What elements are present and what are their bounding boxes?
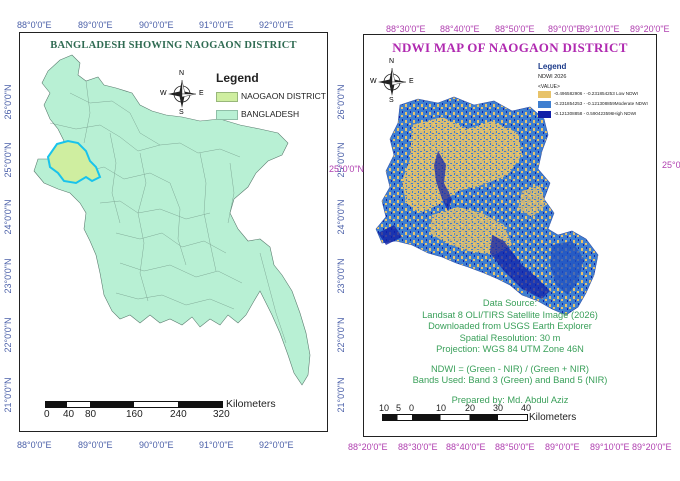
left-scale-label: 40 [63,409,75,420]
left-lon-tick-bottom: 92°0'0"E [259,440,294,450]
bangladesh-land [33,54,311,386]
left-lon-tick-top: 91°0'0"E [199,20,234,30]
left-map-title: BANGLADESH SHOWING NAOGAON DISTRICT [50,40,297,51]
right-lon-tick-bottom: 88°50'0"E [495,442,535,452]
left-lat-tick: 25°0'0"N [3,142,13,178]
right-lon-tick-top: 89°20'0"E [630,24,670,34]
right-lon-tick-top: 88°40'0"E [440,24,480,34]
north-label: N [389,58,395,65]
left-lat-tick-right: 21°0'0"N [336,377,346,413]
left-lon-tick-bottom: 90°0'0"E [139,440,174,450]
map-info-text: Data Source: Landsat 8 OLI/TIRS Satellit… [364,298,656,406]
right-lon-tick-top: 88°30'0"E [386,24,426,34]
right-lon-tick-top: 88°50'0"E [495,24,535,34]
right-legend-title: Legend [538,62,567,71]
east-label: E [199,90,204,97]
legend-swatch-bangladesh [216,110,238,120]
legend-swatch-low-ndwi [538,91,551,98]
ndwi-raster [375,96,599,316]
info-line: Landsat 8 OLI/TIRS Satellite Image (2026… [422,309,598,320]
legend-label-low-ndwi: -0.496582906 - -0.231854253 Low NDWI [554,91,639,96]
right-lat-tick-right: 25°0 [662,160,680,170]
compass-rose-icon [378,67,407,96]
right-scale-label: 5 [396,403,402,413]
north-arrow-right: N S W E [370,58,414,105]
right-lon-tick-top: 89°0'0"E [548,24,583,34]
info-line: Downloaded from USGS Earth Explorer [428,321,592,331]
legend-label-high-ndwi: -0.121308858 - 0.590423596High NDWI [554,111,637,116]
info-line: Projection: WGS 84 UTM Zone 46N [436,344,584,354]
legend-label-moderate-ndwi: -0.231854253 - -0.121308859Moderate NDWI [554,101,648,106]
north-arrow: N S W E [160,70,204,117]
left-scale-label: 240 [170,409,187,420]
north-label: N [179,70,185,77]
left-lon-tick-bottom: 88°0'0"E [17,440,52,450]
east-label: E [409,78,414,85]
legend-swatch-high-ndwi [538,111,551,118]
bangladesh-map [33,54,311,386]
right-lon-tick-bottom: 89°0'0"E [545,442,580,452]
right-scale-unit: Kilometers [529,412,577,423]
right-scale-label: 30 [493,403,504,413]
legend-label-bangladesh: BANGLADESH [241,109,300,119]
naogaon-district [46,139,102,185]
right-scale-label: 0 [409,403,415,413]
right-lon-tick-bottom: 88°30'0"E [398,442,438,452]
info-line: NDWI = (Green - NIR) / (Green + NIR) [430,363,590,374]
legend-swatch-moderate-ndwi [538,101,551,108]
right-legend-layer: NDWI 2026 [538,74,567,80]
right-lon-tick-bottom: 88°40'0"E [446,442,486,452]
right-lon-tick-top: 89°10'0"E [580,24,620,34]
left-lat-tick: 24°0'0"N [3,199,13,235]
left-lon-tick-top: 90°0'0"E [139,20,174,30]
left-lat-tick-right: 24°0'0"N [336,199,346,235]
south-label: S [179,109,184,116]
compass-rose-icon [168,79,197,108]
right-lon-tick-bottom: 88°20'0"E [348,442,388,452]
info-line: Bands Used: Band 3 (Green) and Band 5 (N… [412,375,608,385]
info-line: Spatial Resolution: 30 m [459,332,561,343]
left-lon-tick-top: 89°0'0"E [78,20,113,30]
right-scale-label: 20 [465,403,476,413]
left-lon-tick-top: 88°0'0"E [17,20,52,30]
legend-swatch-naogaon [216,92,238,102]
left-lat-tick: 23°0'0"N [3,258,13,294]
right-scale-bar [382,414,528,421]
left-lon-tick-top: 92°0'0"E [259,20,294,30]
left-scale-label: 80 [85,409,97,420]
south-label: S [389,97,394,104]
right-scale-label: 10 [379,403,390,413]
left-lon-tick-bottom: 89°0'0"E [78,440,113,450]
left-scale-unit: Kilometers [226,398,276,410]
info-line: Prepared by: Md. Abdul Aziz [451,394,569,405]
left-scale-label: 160 [126,409,143,420]
left-scale-label: 320 [213,409,230,420]
right-legend-value: <VALUE> [538,84,560,90]
legend-label-naogaon: NAOGAON DISTRICT [241,91,327,101]
left-lat-tick: 26°0'0"N [3,84,13,120]
right-lon-tick-bottom: 89°20'0"E [632,442,672,452]
left-lon-tick-bottom: 91°0'0"E [199,440,234,450]
right-scale-label: 10 [436,403,447,413]
right-lat-tick: 25°0'0"N [329,164,365,174]
left-scale-bar [45,401,223,408]
right-scale-label: 40 [521,403,532,413]
left-lat-tick-right: 23°0'0"N [336,258,346,294]
left-scale-label: 0 [44,409,50,420]
left-lat-tick-right: 22°0'0"N [336,317,346,353]
west-label: W [370,78,377,85]
left-lat-tick-right: 25°0'0"N [336,142,346,178]
left-lat-tick: 22°0'0"N [3,317,13,353]
info-line: Data Source: [482,298,538,308]
left-legend-title: Legend [216,71,259,85]
west-label: W [160,90,167,97]
right-lon-tick-bottom: 89°10'0"E [590,442,630,452]
left-lat-tick-right: 26°0'0"N [336,84,346,120]
left-lat-tick: 21°0'0"N [3,377,13,413]
right-map-title: NDWI MAP OF NAOGAON DISTRICT [392,40,628,55]
